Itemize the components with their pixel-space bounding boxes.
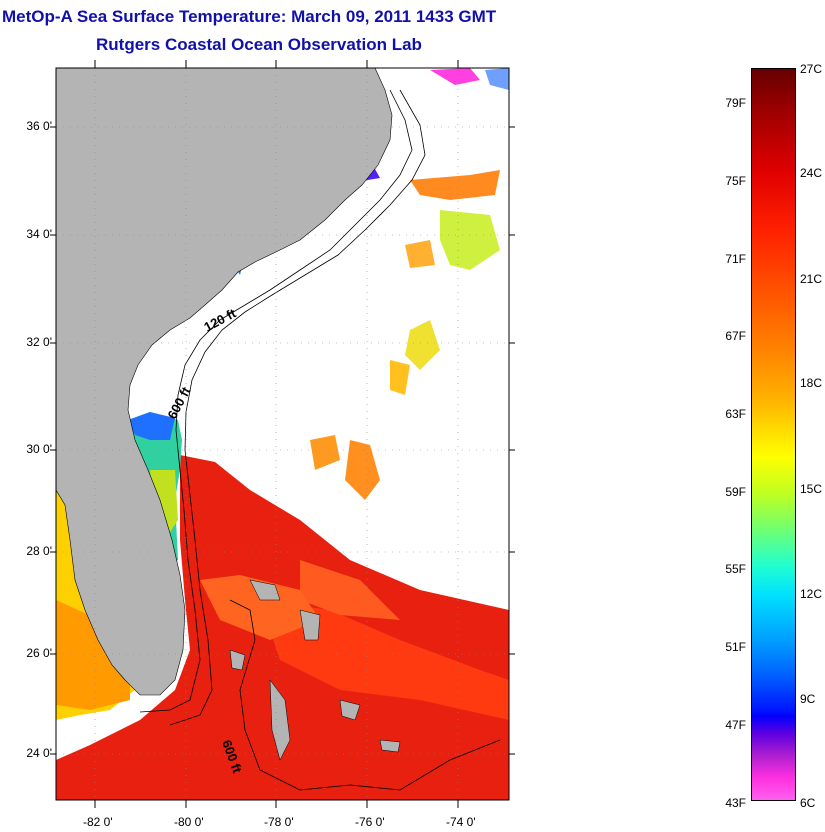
depth-contours [139, 89, 501, 791]
colorbar-f-label: 55F [725, 562, 746, 576]
lat-label: 34 0' [26, 227, 52, 241]
colorbar-c-label: 9C [800, 692, 816, 706]
lon-label: -82 0' [83, 815, 113, 829]
colorbar-f-label: 75F [725, 174, 746, 188]
lat-label: 32 0' [26, 335, 52, 349]
colorbar-c-label: 15C [800, 482, 823, 496]
land-mass [55, 67, 393, 696]
lon-label: -74 0' [446, 815, 476, 829]
colorbar-f-label: 63F [725, 407, 746, 421]
lat-label: 36 0' [26, 119, 52, 133]
page-subtitle: Rutgers Coastal Ocean Observation Lab [96, 35, 422, 54]
page-title: MetOp-A Sea Surface Temperature: March 0… [2, 7, 497, 26]
colorbar-c-label: 18C [800, 376, 823, 390]
colorbar-f-label: 67F [725, 329, 746, 343]
lon-label: -78 0' [264, 815, 294, 829]
colorbar-f-label: 51F [725, 640, 746, 654]
axis-ticks [50, 60, 515, 808]
colorbar-c-label: 27C [800, 62, 823, 76]
colorbar-f-label: 79F [725, 96, 746, 110]
lon-label: -80 0' [174, 815, 204, 829]
bahamas-islands [229, 579, 401, 761]
lat-lon-grid [56, 68, 509, 800]
colorbar-c-label: 21C [800, 272, 823, 286]
lat-label: 26 0' [26, 646, 52, 660]
lat-label: 28 0' [26, 544, 52, 558]
color-bar [751, 68, 796, 801]
lat-label: 30 0' [26, 442, 52, 456]
colorbar-c-label: 24C [800, 166, 823, 180]
colorbar-f-label: 71F [725, 252, 746, 266]
lon-label: -76 0' [355, 815, 385, 829]
colorbar-c-label: 12C [800, 587, 823, 601]
lat-label: 24 0' [26, 746, 52, 760]
colorbar-f-label: 59F [725, 485, 746, 499]
colorbar-f-label: 47F [725, 718, 746, 732]
map-frame [55, 67, 510, 801]
colorbar-f-label: 43F [725, 796, 746, 810]
colorbar-c-label: 6C [800, 796, 816, 810]
